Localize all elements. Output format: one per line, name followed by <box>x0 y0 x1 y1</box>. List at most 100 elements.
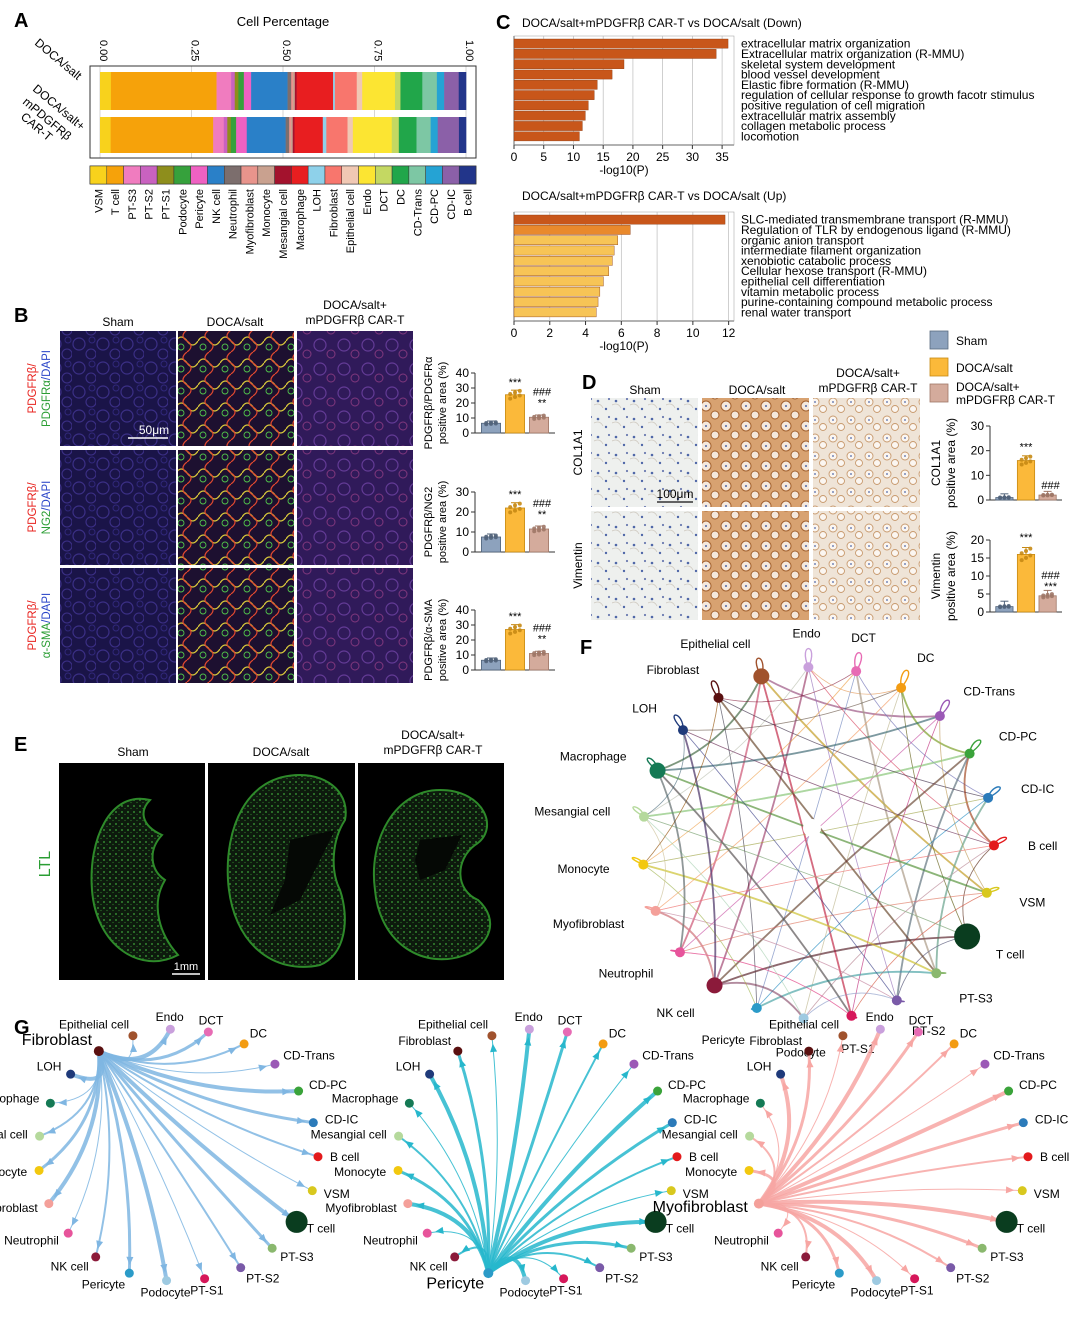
network-edge <box>714 981 805 1019</box>
source-node <box>773 1228 783 1238</box>
ihc-image <box>702 398 809 507</box>
legend-label-cell-type: DCT <box>379 189 391 212</box>
enrichment-term: intermediate filament organization <box>741 244 921 258</box>
panel-b-col-car-2: mPDGFRβ CAR-T <box>306 313 406 327</box>
source-node <box>307 1186 317 1196</box>
if-image-tint <box>297 568 413 683</box>
enrichment-bar <box>513 59 625 69</box>
stain-blue: /DAPI <box>41 350 53 380</box>
source-edge <box>486 1256 528 1282</box>
source-node <box>63 1228 73 1238</box>
segment-car-myofibroblast <box>289 117 292 153</box>
source-edge <box>487 1063 635 1274</box>
bar-chart-y-label-1: PDGFRβ/PDGFRα <box>423 356 435 449</box>
network-node-label: Endo <box>793 626 821 640</box>
segment-doca-t-cell <box>110 72 217 110</box>
source-node-label: Neutrophil <box>714 1234 769 1248</box>
source-edge-arrowhead <box>518 1263 526 1273</box>
bar-chart-point <box>1041 593 1046 598</box>
legend-label-cell-type: Myofibroblast <box>244 189 256 254</box>
segment-car-epithelial-cell <box>347 117 354 153</box>
source-node <box>980 1059 990 1069</box>
bar-chart-tick-label: 20 <box>456 633 470 647</box>
bar-chart-bar <box>1016 554 1036 613</box>
panel-c-tick-label: 30 <box>686 150 700 164</box>
source-edge <box>758 1188 1023 1205</box>
bar-chart-point <box>537 528 541 533</box>
bar-chart-bar <box>504 394 525 434</box>
source-node-label: LOH <box>747 1059 772 1073</box>
network-node <box>846 1010 857 1021</box>
network-edge <box>803 845 995 1019</box>
source-node <box>1017 1186 1027 1196</box>
bar-chart-point <box>1028 454 1033 459</box>
source-node <box>913 1027 923 1037</box>
network-node <box>713 692 724 703</box>
segment-doca-dct <box>394 72 401 110</box>
bar-chart-point <box>1024 460 1028 465</box>
bar-chart-point <box>508 396 513 401</box>
source-edge-arrowhead <box>229 1251 237 1261</box>
network-node <box>851 666 862 677</box>
network-edge <box>643 670 857 865</box>
if-image <box>60 568 176 683</box>
enrichment-term: organic anion transport <box>741 233 864 247</box>
legend-label-cell-type: Neutrophil <box>228 189 240 239</box>
legend-label-cell-type: Pericyte <box>194 189 206 229</box>
enrichment-bar <box>513 225 631 235</box>
enrichment-bar <box>513 110 586 121</box>
segment-car-t-cell <box>110 117 214 153</box>
bar-chart-point <box>1024 555 1028 560</box>
source-edge-arrowhead <box>433 1081 441 1091</box>
legend-swatch-macrophage <box>291 165 309 185</box>
source-edge-arrowhead <box>559 1039 566 1049</box>
panel-c-tick-label: 5 <box>540 150 547 164</box>
panel-a-frame <box>89 65 477 159</box>
source-node <box>453 1046 463 1056</box>
bar-chart-point <box>532 529 537 534</box>
enrichment-bar <box>513 79 598 90</box>
segment-car-vsm <box>100 117 111 153</box>
source-node <box>776 1069 786 1079</box>
source-node <box>44 1199 54 1209</box>
network-edge <box>679 676 763 953</box>
enrichment-term: positive regulation of cell migration <box>741 99 925 113</box>
panel-g-source-networks: Epithelial cell Endo DCT DC CD-Trans CD-PC CD-… <box>0 1010 1069 1299</box>
source-node-label: T cell <box>307 1221 335 1235</box>
if-image <box>297 568 413 683</box>
network-node-label: T cell <box>996 948 1024 962</box>
network-edge <box>643 697 719 865</box>
source-edge <box>486 1089 659 1275</box>
segment-car-mesangial-cell <box>292 117 295 153</box>
source-node-label: VSM <box>683 1187 709 1201</box>
enrichment-bar <box>513 276 604 287</box>
bar-chart-point <box>508 505 513 510</box>
source-node <box>804 1046 814 1056</box>
network-edge <box>643 670 857 865</box>
network-edge <box>714 935 968 987</box>
ihc-image <box>591 398 698 507</box>
bar-chart-point <box>537 650 541 655</box>
panel-c-enrichment: DOCA/salt+mPDGFRβ CAR-T vs DOCA/salt (Do… <box>511 16 1035 353</box>
legend-swatch-cd-pc <box>425 165 443 185</box>
source-node-label: NK cell <box>761 1260 799 1274</box>
legend-swatch-b-cell <box>458 165 477 185</box>
segment-doca-cd-ic <box>444 72 460 110</box>
source-node <box>595 1263 605 1273</box>
network-edge <box>760 675 940 718</box>
network-edge <box>643 864 758 1009</box>
bar-chart-point <box>517 393 522 398</box>
source-node <box>294 1086 304 1096</box>
enrichment-term: regulation of cellular response to growt… <box>741 88 1034 102</box>
network-edge <box>656 770 853 1017</box>
network-edge <box>851 715 941 1016</box>
bar-chart-point <box>1019 551 1024 556</box>
bar-chart-tick-label: 0 <box>977 605 984 619</box>
source-node-label: Macrophage <box>683 1091 750 1105</box>
network-edge <box>643 816 968 937</box>
bar-chart-tick-label: 30 <box>971 419 985 433</box>
panel-c-x-label: -log10(P) <box>599 163 648 177</box>
enrichment-bar <box>513 245 615 256</box>
network-edge <box>643 816 804 1019</box>
